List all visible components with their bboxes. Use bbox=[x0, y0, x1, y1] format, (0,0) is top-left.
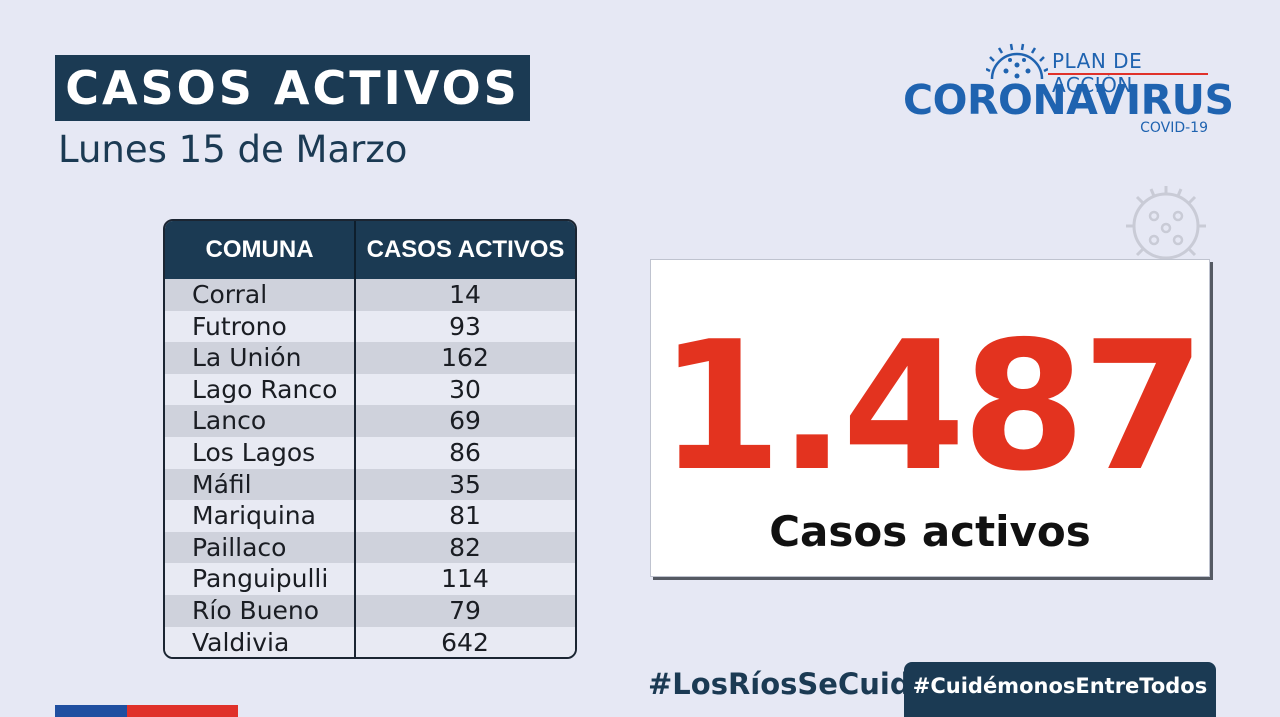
footer-bar-blue bbox=[55, 705, 127, 717]
date-label: Lunes 15 de Marzo bbox=[58, 128, 408, 171]
footer-bar-red bbox=[127, 705, 238, 717]
logo-plan-text: PLAN DE ACCIÓN bbox=[1052, 49, 1143, 97]
cell-casos: 86 bbox=[449, 437, 481, 467]
cell-casos: 81 bbox=[449, 501, 481, 531]
table-body: Corral 14 Futrono 93 La Unión 162 Lago R… bbox=[165, 279, 575, 657]
virus-icon bbox=[986, 43, 1048, 80]
cell-casos: 30 bbox=[449, 374, 481, 404]
cell-comuna: Mariquina bbox=[192, 501, 316, 531]
column-header-casos: CASOS ACTIVOS bbox=[366, 236, 565, 263]
table-row: La Unión 162 bbox=[165, 342, 575, 374]
cell-comuna: Máfil bbox=[192, 469, 252, 499]
cell-comuna: Panguipulli bbox=[192, 564, 329, 594]
table-row: Corral 14 bbox=[165, 279, 575, 311]
hashtag-los-rios: #LosRíosSeCuida bbox=[648, 667, 931, 701]
virus-decoration-icon bbox=[1126, 186, 1206, 260]
table-row: Lanco 69 bbox=[165, 405, 575, 437]
table-row: Río Bueno 79 bbox=[165, 594, 575, 627]
cell-comuna: Los Lagos bbox=[192, 437, 316, 467]
logo-divider bbox=[1048, 73, 1208, 75]
cell-comuna: Paillaco bbox=[192, 532, 287, 562]
cell-casos: 642 bbox=[441, 627, 489, 657]
logo-name: CORONAVIRUS bbox=[903, 76, 1234, 124]
cell-comuna: Valdivia bbox=[192, 627, 290, 657]
table-row: Mariquina 81 bbox=[165, 500, 575, 532]
cell-comuna: Corral bbox=[192, 280, 268, 309]
table-row: Máfil 35 bbox=[165, 468, 575, 501]
cell-casos: 82 bbox=[449, 532, 481, 562]
hashtag-cuidemonos: #CuidémonosEntreTodos bbox=[912, 674, 1208, 698]
table-row: Lago Ranco 30 bbox=[165, 373, 575, 406]
cell-comuna: Río Bueno bbox=[192, 595, 320, 625]
cell-comuna: Lago Ranco bbox=[192, 374, 338, 404]
table-row: Los Lagos 86 bbox=[165, 436, 575, 469]
cases-table: COMUNA CASOS ACTIVOS Corral 14 Futrono 9… bbox=[163, 219, 577, 659]
hashtag-badge: #CuidémonosEntreTodos bbox=[904, 662, 1216, 717]
cell-casos: 35 bbox=[449, 469, 481, 499]
table-row: Valdivia 642 bbox=[165, 626, 575, 657]
cell-comuna: Futrono bbox=[192, 311, 287, 341]
table-row: Futrono 93 bbox=[165, 310, 575, 343]
cell-comuna: La Unión bbox=[192, 343, 302, 373]
table-row: Panguipulli 114 bbox=[165, 563, 575, 595]
column-header-comuna: COMUNA bbox=[165, 221, 357, 279]
cell-casos: 114 bbox=[441, 564, 489, 594]
total-label: Casos activos bbox=[769, 507, 1091, 556]
cell-casos: 14 bbox=[449, 280, 481, 309]
page-title: CASOS ACTIVOS bbox=[55, 55, 530, 121]
cell-casos: 69 bbox=[449, 406, 481, 436]
cell-casos: 162 bbox=[441, 343, 489, 373]
logo: PLAN DE ACCIÓN CORONAVIRUS COVID-19 bbox=[900, 38, 1234, 138]
cell-casos: 93 bbox=[449, 311, 481, 341]
column-divider bbox=[354, 279, 356, 657]
table-row: Paillaco 82 bbox=[165, 531, 575, 564]
cell-comuna: Lanco bbox=[192, 406, 267, 436]
logo-subtitle: COVID-19 bbox=[1140, 120, 1208, 136]
table-header: COMUNA CASOS ACTIVOS bbox=[165, 221, 575, 279]
total-value: 1.487 bbox=[658, 303, 1205, 510]
cell-casos: 79 bbox=[449, 595, 481, 625]
total-card: 1.487 Casos activos bbox=[650, 259, 1210, 577]
